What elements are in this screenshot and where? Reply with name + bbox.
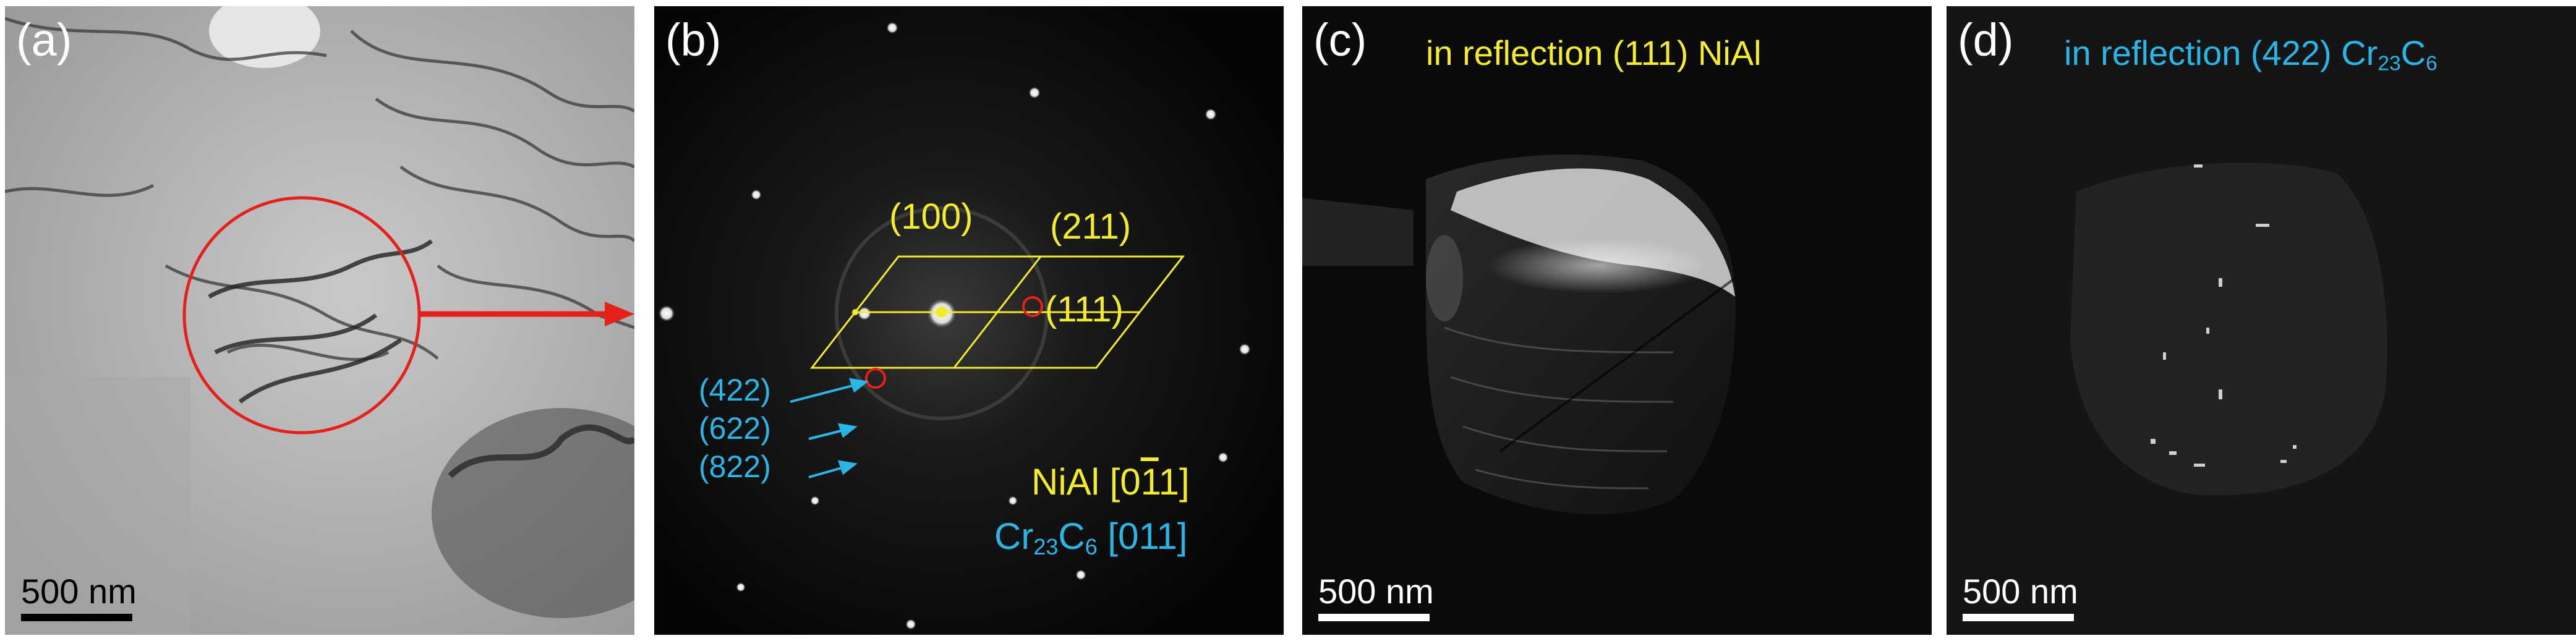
- panel-b-diffraction-pattern: (b) (100) (211) (111) (422) (622) (822) …: [654, 6, 1284, 635]
- scale-bar-line-d: [1963, 614, 2074, 621]
- panel-c-dark-field-nial: (c) in reflection (111) NiAl 500 nm: [1302, 6, 1932, 635]
- panel-label-a: (a): [16, 14, 72, 66]
- dark-field-carbide-micrograph: [1947, 6, 2576, 635]
- scale-bar-line-a: [21, 614, 132, 621]
- diffraction-spots: [658, 22, 1251, 630]
- index-822: (822): [699, 449, 771, 484]
- scale-bar-line-c: [1318, 614, 1430, 621]
- scale-bar-c: 500 nm: [1318, 574, 1434, 621]
- panel-label-c: (c): [1313, 14, 1367, 66]
- panel-d-title: in reflection (422) Cr23C6: [2064, 33, 2437, 75]
- scale-bar-text-c: 500 nm: [1318, 572, 1434, 611]
- bright-field-micrograph: [5, 6, 634, 635]
- panel-label-d: (d): [1958, 14, 2014, 66]
- carbide-precipitates: [2151, 164, 2297, 467]
- reflection-circle-111: [1022, 296, 1043, 317]
- scale-bar-a: 500 nm: [21, 574, 137, 621]
- diffraction-pattern: [654, 6, 1284, 635]
- red-arrow-head: [605, 302, 634, 326]
- scale-bar-text-a: 500 nm: [21, 572, 137, 611]
- carbide-arrows: [790, 378, 869, 478]
- panel-label-b: (b): [665, 14, 722, 66]
- scale-bar-d: 500 nm: [1963, 574, 2078, 621]
- index-100: (100): [889, 197, 973, 237]
- panel-d-dark-field-carbide: (d) in reflection (422) Cr23C6 500 nm: [1947, 6, 2576, 635]
- scale-bar-text-d: 500 nm: [1963, 572, 2078, 611]
- index-622: (622): [699, 411, 771, 446]
- panel-a-bright-field-image: (a) 500 nm: [5, 6, 634, 635]
- index-111: (111): [1045, 289, 1124, 329]
- index-211: (211): [1050, 206, 1132, 247]
- nial-reciprocal-lattice: [809, 255, 1185, 369]
- index-422: (422): [699, 373, 771, 407]
- zone-axis-nial: NiAl [011]: [1031, 461, 1190, 503]
- zone-axis-carbide: Cr23C6 [011]: [994, 516, 1188, 559]
- dark-field-nial-micrograph: [1302, 6, 1932, 635]
- reflection-circle-422: [865, 368, 886, 389]
- panel-c-title: in reflection (111) NiAl: [1426, 33, 1762, 72]
